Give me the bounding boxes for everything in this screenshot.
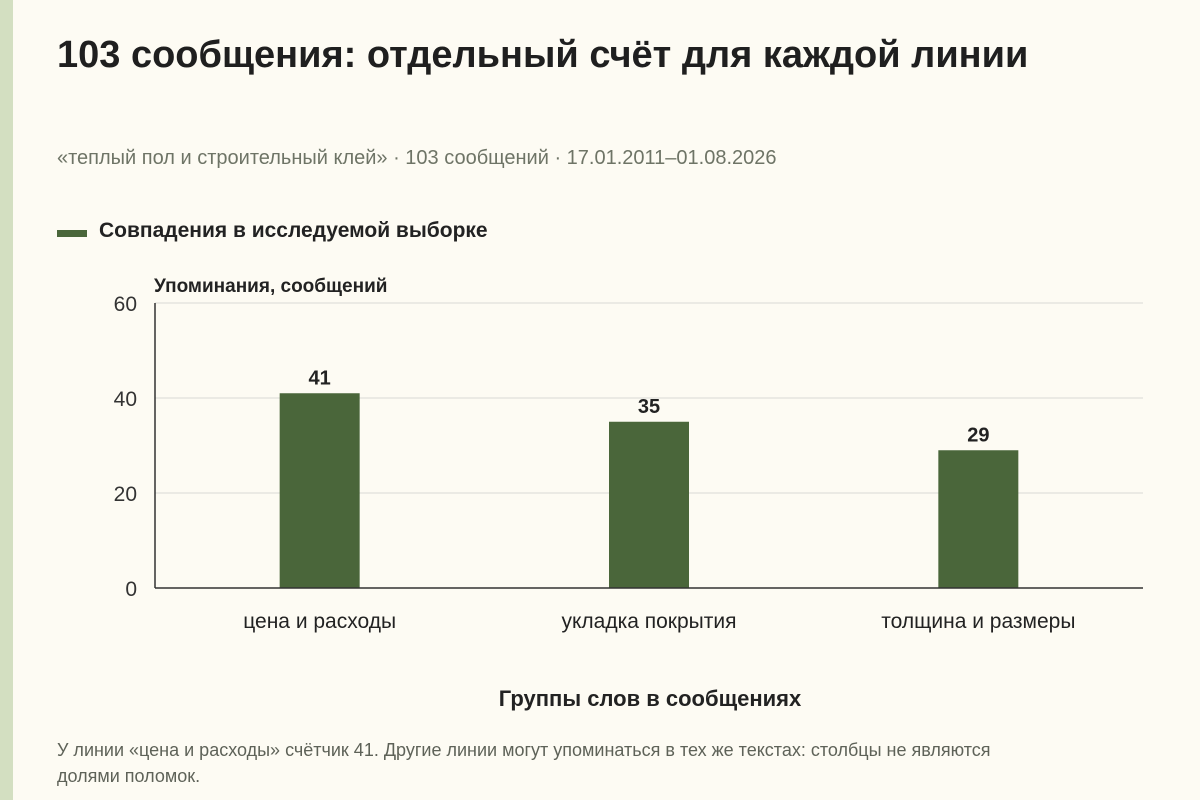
bar [938, 450, 1019, 588]
bar [609, 421, 689, 588]
legend-swatch [57, 229, 87, 237]
y-axis-title: Упоминания, сообщений [154, 276, 387, 297]
side-accent-strip [0, 0, 13, 800]
bar-value-label: 29 [967, 424, 989, 446]
x-tick-label: толщина и размеры [881, 610, 1075, 633]
x-axis-title: Группы слов в сообщениях [498, 686, 802, 711]
legend-label: Совпадения в исследуемой выборке [99, 219, 488, 242]
y-tick-label: 40 [114, 388, 137, 411]
labels: 0 20 40 60 41 цена и расходы 35 укладка покрыти… [114, 293, 1076, 633]
y-tick-label: 0 [125, 578, 137, 601]
bar-value-label: 35 [638, 396, 660, 418]
bar-chart: Упоминания, сообщений 0 20 40 60 41 цена и ра… [114, 276, 1143, 633]
bars [279, 393, 1019, 588]
y-tick-label: 20 [114, 483, 137, 506]
chart-title: 103 сообщения: отдельный счёт для каждой… [57, 34, 1029, 76]
bar [279, 393, 360, 588]
x-tick-label: цена и расходы [243, 610, 396, 633]
chart-legend: Совпадения в исследуемой выборке [57, 219, 488, 243]
chart-subtitle: «теплый пол и строительный клей» · 103 с… [57, 147, 777, 169]
x-tick-label: укладка покрытия [561, 610, 736, 633]
bar-value-label: 41 [309, 367, 331, 389]
axes [154, 303, 1143, 589]
chart-footnote: У линии «цена и расходы» счётчик 41. Дру… [57, 740, 991, 786]
y-tick-label: 60 [114, 293, 137, 316]
